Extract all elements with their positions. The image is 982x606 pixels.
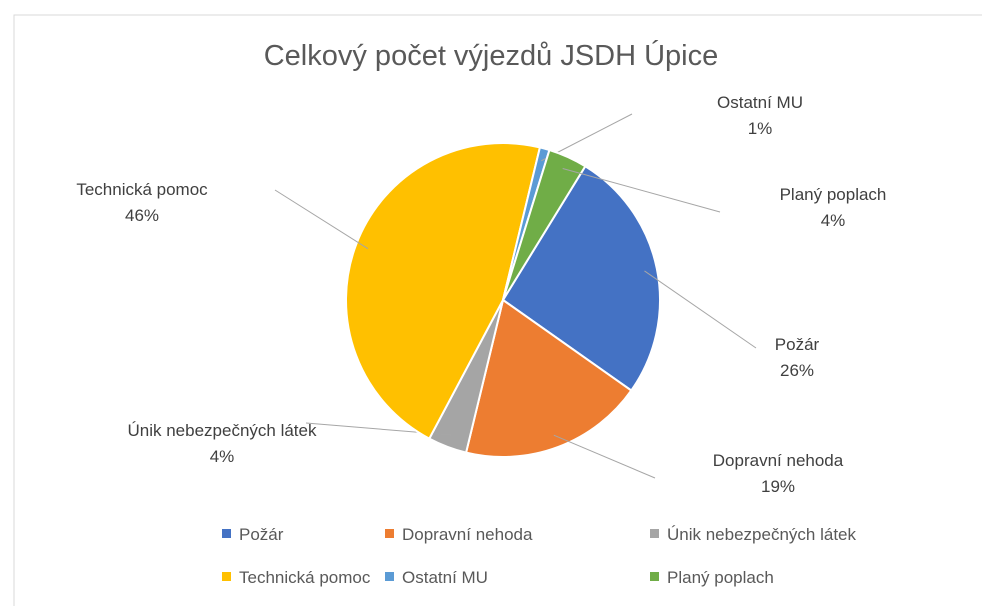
legend-swatch xyxy=(650,572,659,582)
data-label-category: Únik nebezpečných látek xyxy=(127,421,317,440)
leader-line xyxy=(274,189,369,250)
chart-title: Celkový počet výjezdů JSDH Úpice xyxy=(263,40,719,72)
legend-label: Požár xyxy=(239,525,284,544)
pie-slice xyxy=(502,148,587,301)
legend-item: Planý poplach xyxy=(650,568,774,588)
data-label-category: Dopravní nehoda xyxy=(712,451,844,470)
chart-border xyxy=(13,14,982,606)
legend-label: Dopravní nehoda xyxy=(402,525,533,544)
data-label-category: Ostatní MU xyxy=(717,93,803,112)
data-label: Ostatní MU 1% xyxy=(665,90,855,142)
pie-slice xyxy=(501,164,661,392)
legend-item: Ostatní MU xyxy=(385,568,488,588)
data-label-value: 26% xyxy=(779,361,815,380)
data-label-category: Požár xyxy=(774,335,820,354)
leader-line xyxy=(644,270,757,349)
legend-label: Technická pomoc xyxy=(239,568,371,587)
data-label-value: 4% xyxy=(209,447,235,466)
legend-label: Únik nebezpečných látek xyxy=(667,525,857,544)
pie-slice xyxy=(464,298,633,458)
data-label: Technická pomoc 46% xyxy=(47,177,237,229)
data-label-category: Technická pomoc xyxy=(76,180,208,199)
legend-item: Únik nebezpečných látek xyxy=(650,525,856,545)
legend-swatch xyxy=(385,529,394,539)
legend-item: Požár xyxy=(222,525,283,545)
legend-swatch xyxy=(650,529,659,539)
legend-item: Dopravní nehoda xyxy=(385,525,532,545)
data-label: Požár 26% xyxy=(702,332,892,384)
leader-line xyxy=(562,167,721,213)
data-label-value: 46% xyxy=(124,206,160,225)
data-label-category: Planý poplach xyxy=(779,185,887,204)
pie-slice xyxy=(345,142,542,440)
legend-label: Ostatní MU xyxy=(402,568,488,587)
legend-label: Planý poplach xyxy=(667,568,774,587)
data-label: Planý poplach 4% xyxy=(738,182,928,234)
data-label-value: 19% xyxy=(760,477,796,496)
legend-swatch xyxy=(222,529,231,539)
data-label: Dopravní nehoda 19% xyxy=(683,448,873,500)
data-label-value: 1% xyxy=(747,119,773,138)
leader-line xyxy=(553,434,656,479)
legend-swatch xyxy=(222,572,231,582)
legend-item: Technická pomoc xyxy=(222,568,370,588)
legend-swatch xyxy=(385,572,394,582)
data-label-value: 4% xyxy=(820,211,846,230)
data-label: Únik nebezpečných látek 4% xyxy=(127,418,317,470)
